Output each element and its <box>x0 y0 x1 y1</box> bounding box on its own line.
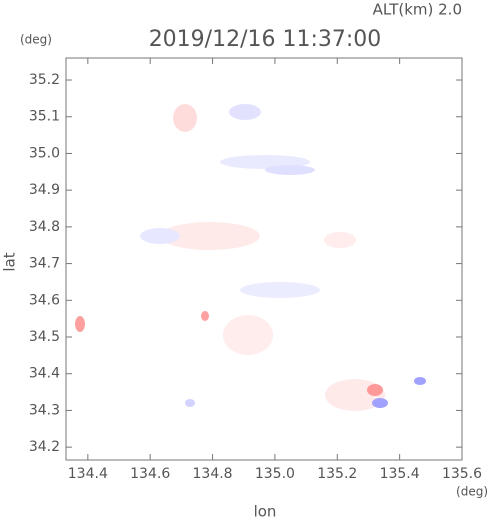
y-tick-label: 34.8 <box>29 219 60 235</box>
altitude-label: ALT(km) 2.0 <box>373 1 462 19</box>
chart-title: 2019/12/16 11:37:00 <box>149 27 382 52</box>
x-axis-label: lon <box>254 503 277 521</box>
y-tick-label: 34.4 <box>29 366 60 382</box>
echo <box>324 232 356 248</box>
echo <box>223 315 273 355</box>
y-tick-label: 34.3 <box>29 402 60 418</box>
y-tick-label: 34.5 <box>29 329 60 345</box>
y-tick-label: 34.2 <box>29 439 60 455</box>
y-tick-label: 34.6 <box>29 292 60 308</box>
echo <box>229 104 261 120</box>
y-tick-label: 35.0 <box>29 145 60 161</box>
echo <box>201 311 209 321</box>
echo <box>173 104 197 132</box>
echo <box>75 316 85 332</box>
plot-frame <box>65 57 463 461</box>
echo <box>265 165 315 175</box>
echo <box>240 282 320 298</box>
x-tick-label: 135.2 <box>317 466 357 482</box>
x-tick-label: 135.4 <box>380 466 420 482</box>
echo <box>185 399 195 407</box>
x-tick-label: 135.6 <box>442 466 482 482</box>
x-unit: (deg) <box>456 485 488 499</box>
y-tick-label: 34.7 <box>29 256 60 272</box>
x-tick-label: 134.4 <box>68 466 108 482</box>
echo <box>160 222 260 250</box>
x-tick-label: 134.8 <box>193 466 233 482</box>
y-axis-label: lat <box>1 252 19 271</box>
y-unit: (deg) <box>20 33 52 47</box>
echo <box>140 228 180 244</box>
y-tick-label: 34.9 <box>29 182 60 198</box>
y-tick-label: 35.1 <box>29 109 60 125</box>
x-tick-label: 135.0 <box>255 466 295 482</box>
echo <box>367 384 383 396</box>
echoes <box>75 104 426 411</box>
echo <box>414 377 426 385</box>
x-tick-label: 134.6 <box>130 466 170 482</box>
y-tick-label: 35.2 <box>29 72 60 88</box>
echo <box>372 398 388 408</box>
